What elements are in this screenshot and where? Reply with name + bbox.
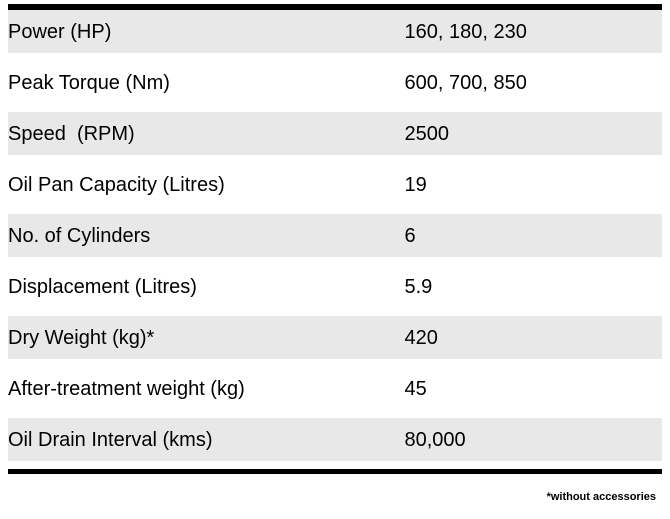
spec-value: 6 [404,224,416,247]
spec-label: Speed (RPM) [8,122,135,145]
table-row: Dry Weight (kg)* 420 [8,312,662,363]
spec-value: 600, 700, 850 [404,71,527,94]
spec-value: 420 [404,326,438,349]
spec-label: Peak Torque (Nm) [8,71,170,94]
spec-value: 160, 180, 230 [404,20,527,43]
table-row: Oil Drain Interval (kms) 80,000 [8,414,662,465]
spec-label: Dry Weight (kg)* [8,326,155,349]
spec-value: 45 [404,377,427,400]
spec-table-container: Power (HP) 160, 180, 230 Peak Torque (Nm… [8,4,662,474]
table-row: After-treatment weight (kg) 45 [8,363,662,414]
spec-value: 80,000 [404,428,466,451]
table-row: Oil Pan Capacity (Litres) 19 [8,159,662,210]
engine-spec-table: Power (HP) 160, 180, 230 Peak Torque (Nm… [8,10,662,469]
spec-label: After-treatment weight (kg) [8,377,245,400]
spec-label: Displacement (Litres) [8,275,197,298]
spec-value: 2500 [404,122,449,145]
spec-label: Oil Drain Interval (kms) [8,428,213,451]
spec-value: 19 [404,173,427,196]
table-row: Speed (RPM) 2500 [8,108,662,159]
spec-label: Oil Pan Capacity (Litres) [8,173,225,196]
spec-value: 5.9 [404,275,433,298]
table-row: No. of Cylinders 6 [8,210,662,261]
footnote: *without accessories [546,491,656,503]
table-row: Power (HP) 160, 180, 230 [8,10,662,57]
table-row: Displacement (Litres) 5.9 [8,261,662,312]
spec-label: Power (HP) [8,20,112,43]
table-row: Peak Torque (Nm) 600, 700, 850 [8,57,662,108]
spec-label: No. of Cylinders [8,224,151,247]
